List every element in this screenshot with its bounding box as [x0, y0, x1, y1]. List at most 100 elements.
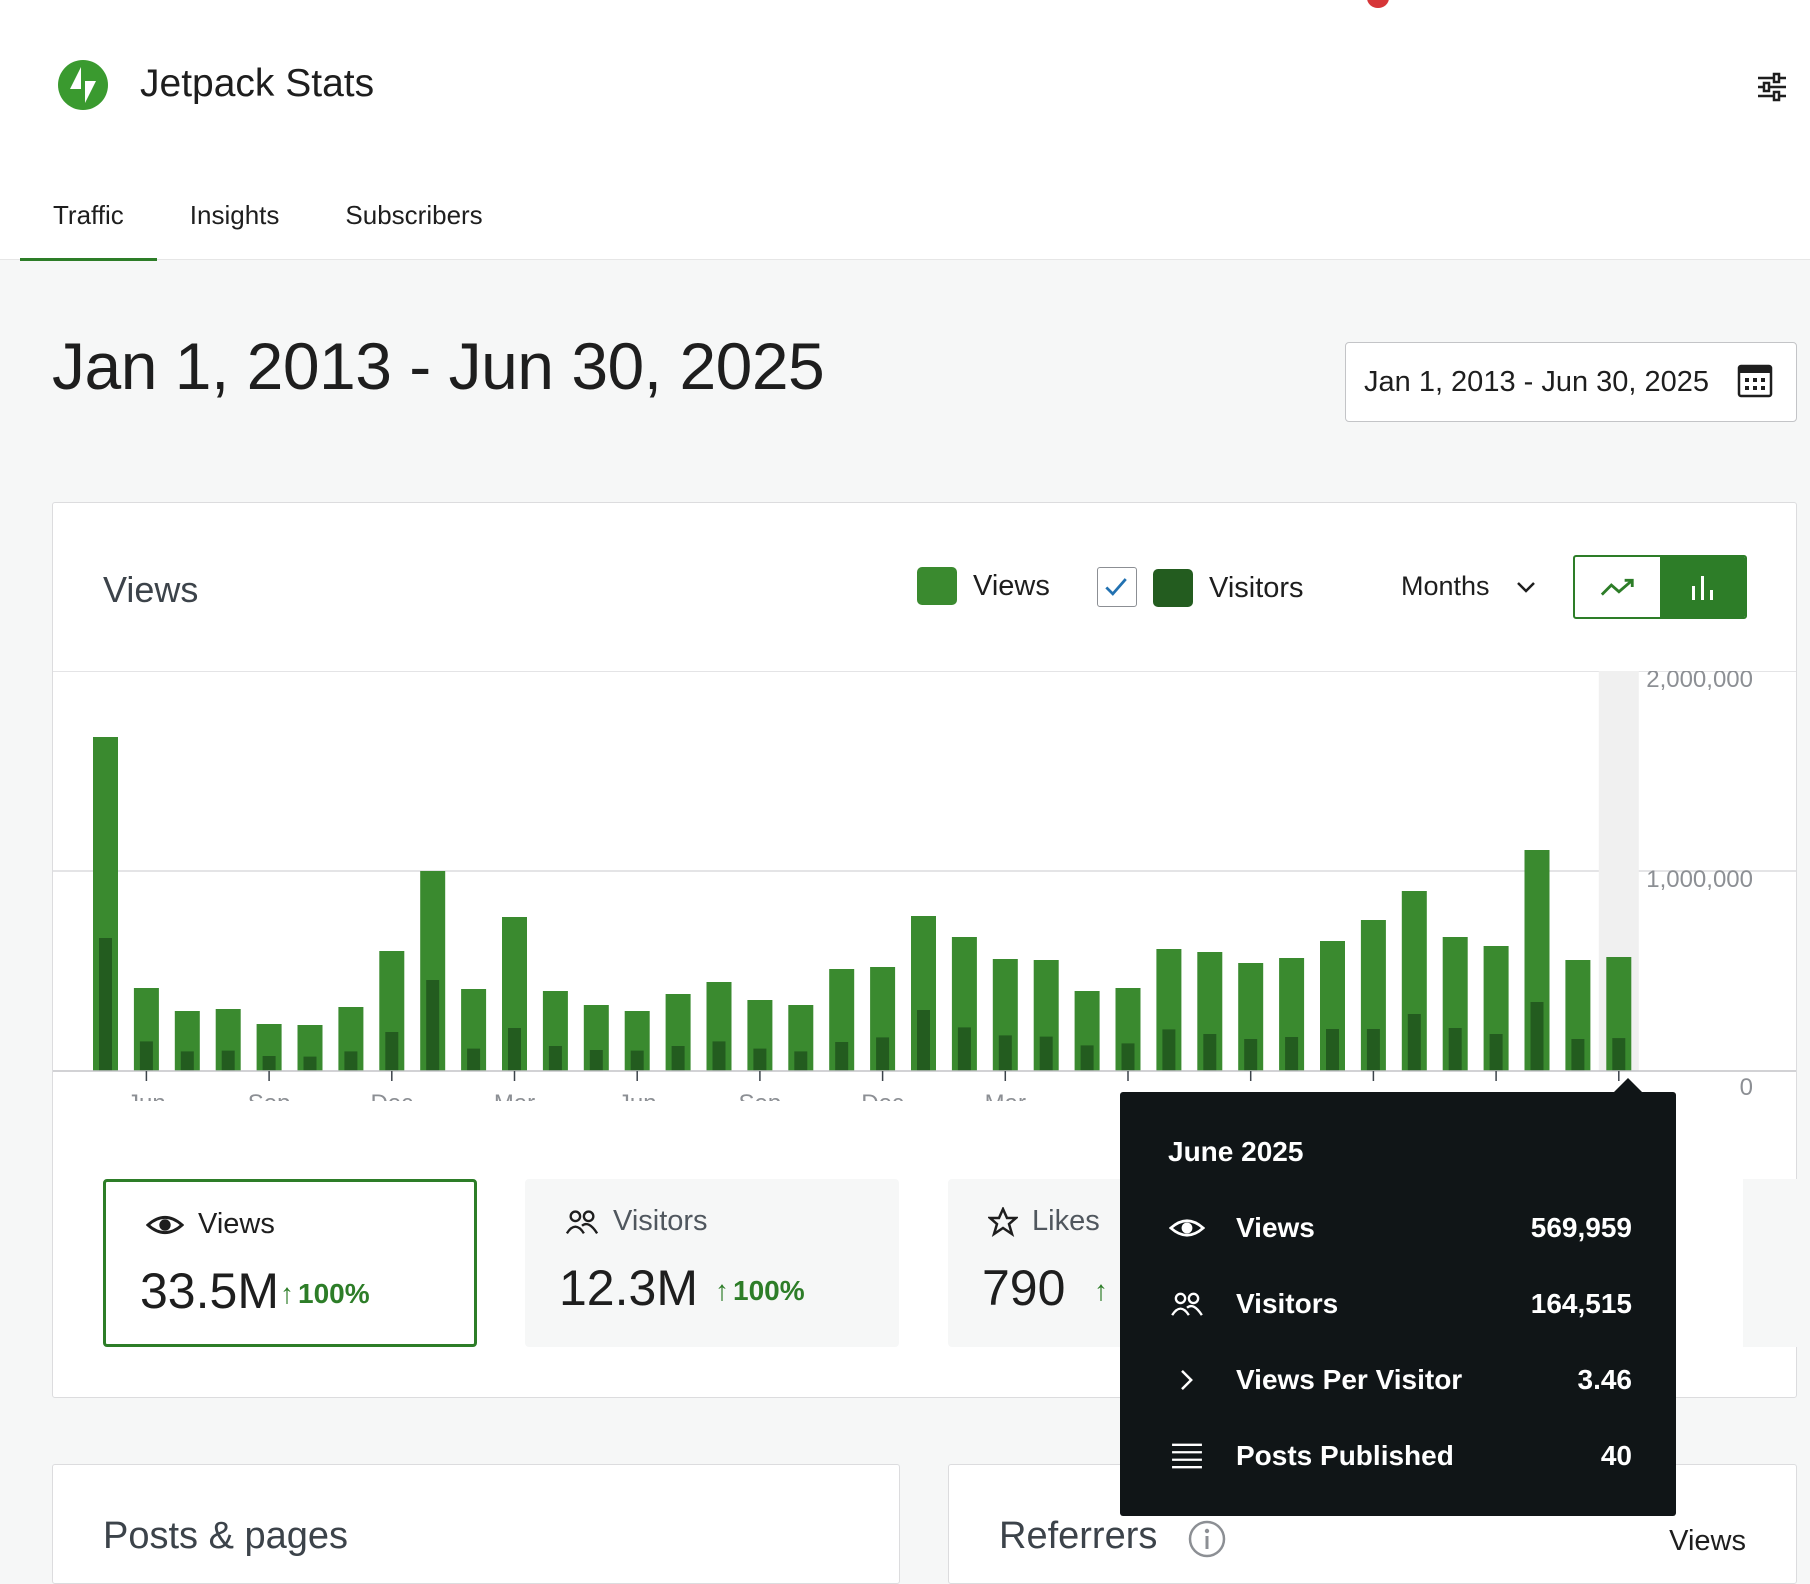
visitors-bar — [508, 1028, 521, 1071]
stats-tabs: Traffic Insights Subscribers — [20, 178, 516, 261]
x-tick-label: Jun — [127, 1090, 166, 1101]
tooltip-row-posts-published: Posts Published 40 — [1168, 1436, 1632, 1476]
people-icon — [565, 1209, 599, 1234]
y-tick-label: 0 — [1740, 1074, 1753, 1101]
tooltip-row-views-per-visitor: Views Per Visitor 3.46 — [1168, 1360, 1632, 1400]
stat-card-partial — [1743, 1179, 1797, 1347]
views-bar-chart[interactable]: Jun Sep Dec Mar Jun Sep Dec Mar 2,000,000 1,000,0… — [53, 671, 1796, 1101]
visitors-bar — [385, 1032, 399, 1071]
app-title: Jetpack Stats — [140, 62, 375, 105]
visitors-bar — [917, 1010, 930, 1071]
visitors-bar — [1121, 1043, 1135, 1071]
people-icon — [1171, 1292, 1203, 1316]
legend-views-label: Views — [973, 569, 1050, 602]
page-title: Jan 1, 2013 - Jun 30, 2025 — [52, 329, 825, 403]
tooltip-title: June 2025 — [1168, 1136, 1304, 1167]
x-tick-label: Sep — [248, 1090, 291, 1101]
referrers-views-column-header: Views — [1669, 1525, 1746, 1557]
visitors-bar — [753, 1048, 767, 1071]
stat-views-change-value: 100% — [298, 1278, 370, 1309]
arrow-up-icon: ↑ — [715, 1275, 729, 1306]
settings-sliders-icon[interactable] — [1755, 70, 1789, 104]
visitors-bar — [1326, 1029, 1339, 1071]
stat-visitors-change: ↑ 100% — [715, 1275, 805, 1307]
legend-visitors-label: Visitors — [1209, 571, 1304, 604]
tooltip-row-views: Views 569,959 — [1168, 1208, 1632, 1248]
tooltip-posts-value: 40 — [1600, 1440, 1632, 1471]
visitors-bar — [630, 1050, 644, 1071]
visitors-bar — [1366, 1029, 1380, 1071]
eye-icon — [1169, 1219, 1205, 1237]
eye-icon — [146, 1215, 184, 1234]
list-icon — [1172, 1443, 1202, 1469]
tooltip-vpv-label: Views Per Visitor — [1236, 1364, 1463, 1395]
jetpack-logo-icon — [58, 60, 108, 110]
visitors-bar — [1244, 1039, 1258, 1071]
visitors-bar — [303, 1056, 317, 1071]
stat-card-views[interactable]: Views 33.5M ↑ 100% — [103, 1179, 477, 1347]
app-header: Jetpack Stats Traffic Insights Subscribe… — [0, 52, 1810, 261]
visitors-bar — [835, 1042, 849, 1071]
tab-traffic[interactable]: Traffic — [20, 178, 157, 261]
x-tick-label: Dec — [861, 1090, 904, 1101]
visitors-bar — [957, 1027, 971, 1071]
x-tick-label: Jun — [618, 1090, 657, 1101]
line-chart-button[interactable] — [1575, 557, 1660, 617]
tooltip-views-value: 569,959 — [1530, 1212, 1632, 1243]
bar-chart-button[interactable] — [1660, 557, 1745, 617]
bar-chart-icon — [1691, 576, 1713, 600]
chevron-right-icon — [1181, 1369, 1193, 1391]
visitors-bar — [548, 1046, 562, 1071]
visitors-checkbox[interactable] — [1097, 567, 1137, 607]
visitors-bar — [1571, 1039, 1585, 1071]
visitors-bar — [1203, 1034, 1217, 1071]
stat-visitors-change-value: 100% — [733, 1275, 805, 1306]
browser-top-strip — [0, 0, 1810, 52]
visitors-bar — [1162, 1029, 1176, 1071]
visitors-bar — [1489, 1034, 1503, 1071]
tooltip-vpv-value: 3.46 — [1577, 1364, 1633, 1395]
tooltip-visitors-value: 164,515 — [1530, 1288, 1632, 1319]
chart-type-toggle — [1573, 555, 1747, 619]
notification-dot — [1367, 0, 1389, 8]
tab-subscribers[interactable]: Subscribers — [345, 200, 483, 230]
legend-views: Views — [917, 567, 1050, 605]
y-tick-label: 1,000,000 — [1646, 866, 1753, 893]
visitors-bar — [671, 1046, 685, 1071]
stat-views-value: 33.5M — [140, 1263, 279, 1319]
arrow-up-icon: ↑ — [1094, 1275, 1108, 1306]
visitors-bar — [221, 1050, 235, 1071]
visitors-bar — [1285, 1037, 1299, 1071]
tooltip-posts-label: Posts Published — [1236, 1440, 1454, 1471]
stat-views-label-row: Views — [146, 1208, 275, 1241]
stat-card-visitors[interactable]: Visitors 12.3M ↑ 100% — [525, 1179, 899, 1347]
visitors-bar — [139, 1041, 153, 1071]
visitors-bar — [262, 1056, 276, 1071]
star-icon — [988, 1206, 1018, 1237]
period-select[interactable]: Months — [1401, 571, 1538, 602]
visitors-bar — [1612, 1038, 1626, 1071]
stat-visitors-value: 12.3M — [559, 1260, 698, 1316]
period-select-value: Months — [1401, 571, 1490, 601]
stat-views-label: Views — [198, 1208, 275, 1240]
info-icon[interactable] — [1187, 1519, 1227, 1559]
visitors-bar — [1407, 1014, 1421, 1071]
arrow-up-icon: ↑ — [280, 1278, 294, 1309]
visitors-bar — [794, 1051, 808, 1071]
stat-views-change: ↑ 100% — [280, 1278, 370, 1310]
x-tick-label: Mar — [494, 1090, 535, 1101]
visitors-bar — [1530, 1002, 1544, 1071]
tooltip-visitors-label: Visitors — [1236, 1288, 1339, 1319]
y-tick-label: 2,000,000 — [1646, 671, 1753, 693]
stat-likes-value: 790 — [982, 1260, 1066, 1316]
tab-insights[interactable]: Insights — [189, 200, 280, 230]
views-chart: Jun Sep Dec Mar Jun Sep Dec Mar 2,000,000 1,000,0… — [53, 671, 1796, 1101]
date-range-picker-button[interactable]: Jan 1, 2013 - Jun 30, 2025 — [1345, 342, 1797, 422]
chevron-down-icon — [1516, 581, 1535, 593]
legend-views-swatch — [917, 567, 957, 605]
x-tick-label: Dec — [370, 1090, 413, 1101]
views-card-title: Views — [103, 569, 199, 610]
visitors-bar — [712, 1041, 726, 1071]
visitors-bar — [1080, 1045, 1094, 1071]
visitors-bar — [467, 1048, 481, 1071]
